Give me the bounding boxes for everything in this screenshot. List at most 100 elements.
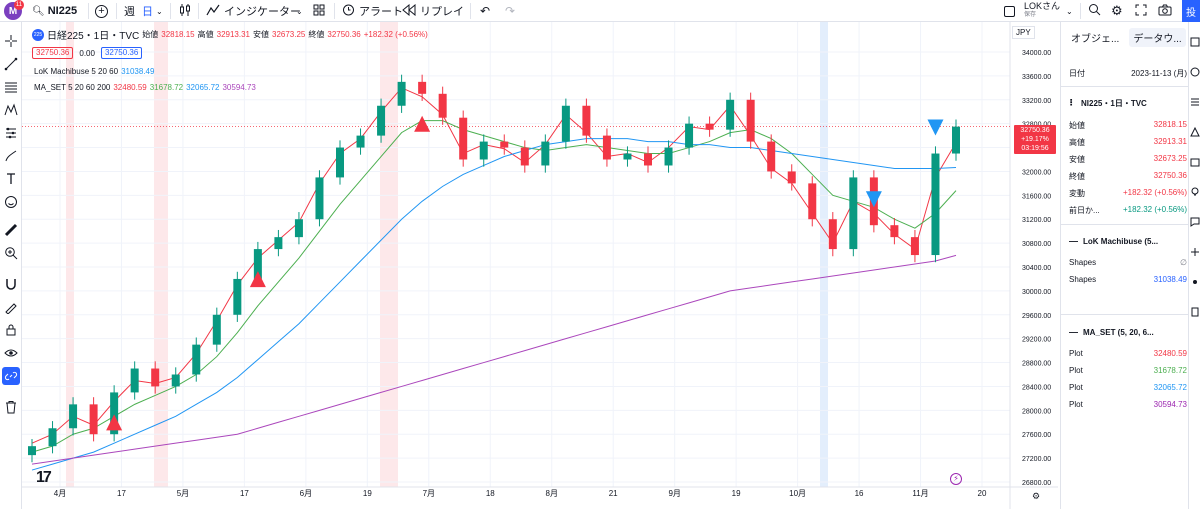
data-row-value: 32913.31 — [1153, 137, 1187, 146]
indicator-legend-ma-set[interactable]: MA_SET 5 20 60 200 32480.59 31678.72 320… — [34, 83, 256, 92]
add-symbol-button[interactable]: + — [95, 0, 108, 22]
ruler-icon[interactable] — [2, 221, 20, 239]
currency-label[interactable]: JPY — [1012, 26, 1035, 39]
brush-icon[interactable] — [2, 147, 20, 165]
candle-body — [274, 237, 283, 250]
snapshot-button[interactable] — [1158, 0, 1172, 22]
data-row: Plot 32065.72 — [1069, 383, 1187, 392]
magnet-icon[interactable] — [2, 275, 20, 293]
time-axis-label: 5月 — [177, 489, 189, 498]
line-icon: — — [1069, 327, 1078, 337]
trendline-icon[interactable] — [2, 55, 20, 73]
publish-button[interactable]: 投 — [1182, 0, 1200, 22]
candle-body — [89, 404, 98, 435]
candle-body — [192, 344, 201, 375]
candle-body — [69, 404, 78, 429]
indicators-button[interactable]: インジケーター — [206, 0, 301, 22]
drawing-toolbar — [0, 22, 22, 509]
price-axis-label: 27600.00 — [1022, 432, 1051, 439]
layout-select-button[interactable] — [1004, 0, 1015, 22]
layout-name[interactable]: LOKさん 保存 — [1024, 1, 1061, 19]
notifications-icon[interactable] — [1190, 276, 1200, 286]
price-chart[interactable]: 34000.0033600.0033200.0032800.0032400.00… — [22, 22, 1058, 509]
price-axis-label: 28400.00 — [1022, 384, 1051, 391]
trade-buttons: 32750.36 0.00 32750.36 — [32, 47, 143, 59]
price-axis-label: 33600.00 — [1022, 74, 1051, 81]
price-axis-label: 32000.00 — [1022, 169, 1051, 176]
section-machibuse[interactable]: — LoK Machibuse (5... — [1069, 236, 1159, 246]
layout-templates-button[interactable] — [313, 0, 325, 22]
tradingview-logo[interactable]: 17 — [36, 469, 52, 486]
prediction-icon[interactable] — [2, 124, 20, 142]
alert-button[interactable]: アラート — [342, 0, 403, 22]
price-axis-label: 29200.00 — [1022, 337, 1051, 344]
indicators-icon — [206, 3, 220, 20]
alerts-icon[interactable] — [1190, 66, 1200, 77]
data-window-icon[interactable] — [1190, 96, 1200, 106]
time-axis-label: 8月 — [546, 489, 558, 498]
tab-object-tree[interactable]: オブジェ... — [1071, 34, 1120, 45]
alarm-clock-icon — [342, 3, 355, 19]
data-row-value: 32750.36 — [1153, 171, 1187, 180]
quick-search-button[interactable] — [1088, 0, 1101, 22]
chat-icon[interactable] — [1190, 216, 1200, 227]
price-axis-label: 31600.00 — [1022, 193, 1051, 200]
data-row-label: 前日か... — [1069, 206, 1100, 215]
candle-body — [849, 177, 858, 250]
redo-button[interactable]: ↷ — [505, 0, 515, 22]
candle-body — [931, 153, 940, 256]
candle-body — [28, 446, 36, 456]
emoji-icon[interactable] — [2, 193, 20, 211]
redo-icon: ↷ — [505, 4, 516, 18]
ideas-icon[interactable] — [1190, 186, 1200, 196]
candle-body — [500, 141, 509, 148]
layout-dropdown[interactable]: ⌄ — [1066, 0, 1073, 22]
order-panel-icon[interactable] — [1190, 306, 1200, 317]
candle-body — [561, 105, 570, 142]
calendar-icon[interactable] — [1190, 156, 1200, 167]
fib-retracement-icon[interactable] — [2, 78, 20, 96]
pattern-icon[interactable] — [2, 101, 20, 119]
lock-icon[interactable] — [2, 321, 20, 339]
tab-data-window[interactable]: データウ... — [1129, 28, 1186, 47]
section-ma-set[interactable]: — MA_SET (5, 20, 6... — [1069, 327, 1154, 337]
candle-body — [828, 219, 837, 250]
search-icon: 🔍︎ — [32, 5, 45, 17]
settings-button[interactable]: ⚙ — [1111, 0, 1123, 22]
replay-button[interactable]: リプレイ — [402, 0, 464, 22]
candle-body — [602, 135, 611, 160]
current-price-tag: 32750.36 +19.17% 03:19:56 — [1014, 125, 1056, 154]
data-row-value: 32480.59 — [1153, 349, 1187, 358]
hotlists-icon[interactable] — [1190, 126, 1200, 137]
interval-week[interactable]: 週 — [124, 6, 135, 18]
sell-button[interactable]: 32750.36 — [32, 47, 74, 59]
top-toolbar: M 11 🔍︎ NI225 + 週 日 ⌄ インジケーター ⌄ アラート — [0, 0, 1200, 22]
axis-settings-gear-icon[interactable]: ⚙ — [1032, 491, 1041, 501]
data-row-value: 31678.72 — [1153, 366, 1187, 375]
undo-button[interactable]: ↶ — [480, 0, 490, 22]
fullscreen-button[interactable] — [1135, 0, 1147, 22]
indicator-legend-machibuse[interactable]: LoK Machibuse 5 20 60 31038.49 — [34, 67, 155, 76]
stream-icon[interactable] — [1190, 246, 1200, 256]
symbol-search[interactable]: 🔍︎ NI225 — [32, 5, 78, 17]
indicators-dropdown[interactable]: ⌄ — [296, 0, 303, 22]
interval-day[interactable]: 日 ⌄ — [142, 6, 163, 18]
link-icon[interactable] — [2, 367, 20, 385]
chart-type-button[interactable] — [178, 0, 192, 22]
watchlist-icon[interactable] — [1190, 36, 1200, 47]
price-axis-label: 28000.00 — [1022, 408, 1051, 415]
data-row-value: 32673.25 — [1153, 154, 1187, 163]
text-icon[interactable] — [2, 170, 20, 188]
chevron-down-icon: ⌄ — [296, 6, 303, 16]
chart-pane[interactable]: 34000.0033600.0033200.0032800.0032400.00… — [22, 22, 1058, 509]
date-row: 日付 2023-11-13 (月) — [1069, 69, 1187, 78]
trash-icon[interactable] — [2, 398, 20, 416]
pencil-lock-icon[interactable] — [2, 298, 20, 316]
eye-icon[interactable] — [2, 344, 20, 362]
buy-button[interactable]: 32750.36 — [100, 47, 143, 59]
crosshair-icon[interactable] — [2, 32, 20, 50]
symbol-legend[interactable]: 225 日経225・1日・TVC 始値 32818.15 高値 32913.31 安… — [32, 27, 428, 42]
lightning-icon[interactable]: ⚡︎ — [950, 473, 962, 485]
section-symbol[interactable]: ⠇ NI225・1日・TVC — [1069, 98, 1147, 108]
zoom-in-icon[interactable] — [2, 244, 20, 262]
